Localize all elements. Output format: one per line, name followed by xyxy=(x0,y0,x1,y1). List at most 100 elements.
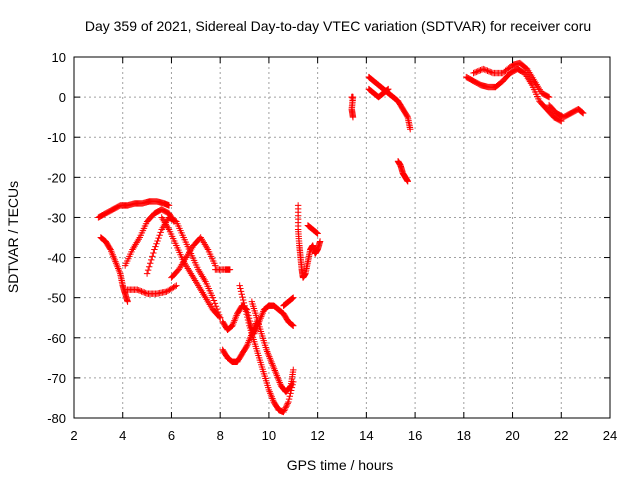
data-point xyxy=(244,316,252,324)
data-point xyxy=(286,383,294,390)
data-point xyxy=(153,240,160,248)
data-point xyxy=(288,321,296,328)
series-arc-k xyxy=(236,282,297,416)
series-arc-o xyxy=(294,202,324,281)
grid-lines xyxy=(74,57,610,418)
data-point xyxy=(154,237,161,245)
series-arc-l xyxy=(248,298,297,396)
data-point xyxy=(578,108,586,116)
data-point xyxy=(544,93,552,100)
data-point xyxy=(482,66,490,74)
y-tick-label: -70 xyxy=(47,371,66,386)
x-tick-label: 2 xyxy=(70,428,77,443)
data-point xyxy=(144,266,152,274)
y-tick-label: -50 xyxy=(47,291,66,306)
data-point xyxy=(283,403,290,410)
x-tick-label: 22 xyxy=(554,428,568,443)
x-tick-label: 4 xyxy=(119,428,126,443)
series-arc-e xyxy=(143,214,224,321)
data-point xyxy=(580,109,587,117)
data-point xyxy=(485,68,493,75)
data-point xyxy=(290,366,297,374)
x-tick-label: 12 xyxy=(310,428,324,443)
x-tick-label: 14 xyxy=(359,428,373,443)
data-point xyxy=(241,302,248,309)
series-arc-d xyxy=(124,282,180,297)
data-point xyxy=(384,86,391,93)
axis-ticks xyxy=(73,56,611,419)
series-arc-w xyxy=(545,101,587,121)
data-point xyxy=(124,298,131,305)
data-point xyxy=(136,287,144,294)
data-points xyxy=(95,59,587,416)
data-point xyxy=(245,319,252,327)
data-point xyxy=(475,67,483,74)
data-point xyxy=(579,109,586,116)
y-tick-label: -20 xyxy=(47,170,66,185)
data-point xyxy=(135,287,142,294)
data-point xyxy=(480,65,487,73)
data-point xyxy=(239,293,246,301)
series-arc-n xyxy=(280,294,297,309)
y-tick-label: 0 xyxy=(59,90,66,105)
data-point xyxy=(150,249,157,257)
data-point xyxy=(142,289,149,297)
x-tick-label: 24 xyxy=(603,428,617,443)
data-point xyxy=(280,408,287,416)
data-point xyxy=(313,229,321,237)
series-arc-g xyxy=(168,234,219,281)
series-arc-i xyxy=(219,302,256,333)
data-point xyxy=(288,295,296,303)
data-point xyxy=(106,245,114,252)
data-point xyxy=(237,285,244,292)
data-point xyxy=(477,66,484,74)
x-tick-label: 20 xyxy=(505,428,519,443)
data-point xyxy=(173,282,180,289)
series-arc-t xyxy=(394,158,411,185)
x-tick-label: 18 xyxy=(457,428,471,443)
data-point xyxy=(290,322,297,329)
y-tick-labels: -80 -70 -60 -50 -40 -30 -20 -10 0 10 xyxy=(47,50,66,426)
data-point xyxy=(165,202,173,209)
series-arc-q xyxy=(348,93,357,121)
data-point xyxy=(210,297,218,304)
data-point xyxy=(157,229,164,236)
data-point xyxy=(242,305,249,312)
data-point xyxy=(290,294,297,301)
data-point xyxy=(289,321,296,329)
data-point xyxy=(243,343,250,351)
data-point xyxy=(281,407,288,414)
series-arc-s xyxy=(365,85,392,101)
data-point xyxy=(156,232,163,239)
x-tick-label: 16 xyxy=(408,428,422,443)
data-point xyxy=(404,178,411,185)
series-arc-p xyxy=(304,222,321,237)
data-point xyxy=(149,253,156,260)
y-tick-label: -40 xyxy=(47,251,66,266)
data-point xyxy=(385,85,392,93)
data-point xyxy=(239,296,247,304)
data-point xyxy=(285,398,292,406)
series-arc-h xyxy=(212,266,234,273)
data-point xyxy=(287,390,294,397)
data-point xyxy=(237,288,245,295)
data-point xyxy=(313,229,320,236)
y-axis-label: SDTVAR / TECUs xyxy=(5,181,21,293)
x-tick-label: 10 xyxy=(262,428,276,443)
x-tick-labels: 2 4 6 8 10 12 14 16 18 20 22 24 xyxy=(70,428,617,443)
x-tick-label: 6 xyxy=(168,428,175,443)
chart-title: Day 359 of 2021, Sidereal Day-to-day VTE… xyxy=(85,18,591,34)
data-point xyxy=(474,68,481,75)
data-point xyxy=(244,313,251,321)
y-tick-label: -80 xyxy=(47,411,66,426)
data-point xyxy=(488,69,495,76)
plot-frame xyxy=(73,56,611,419)
data-point xyxy=(243,311,250,318)
data-point xyxy=(545,93,553,101)
data-point xyxy=(349,113,357,121)
data-point xyxy=(407,126,414,133)
data-point xyxy=(155,234,162,242)
data-point xyxy=(147,260,154,267)
series-arc-v xyxy=(470,59,553,101)
